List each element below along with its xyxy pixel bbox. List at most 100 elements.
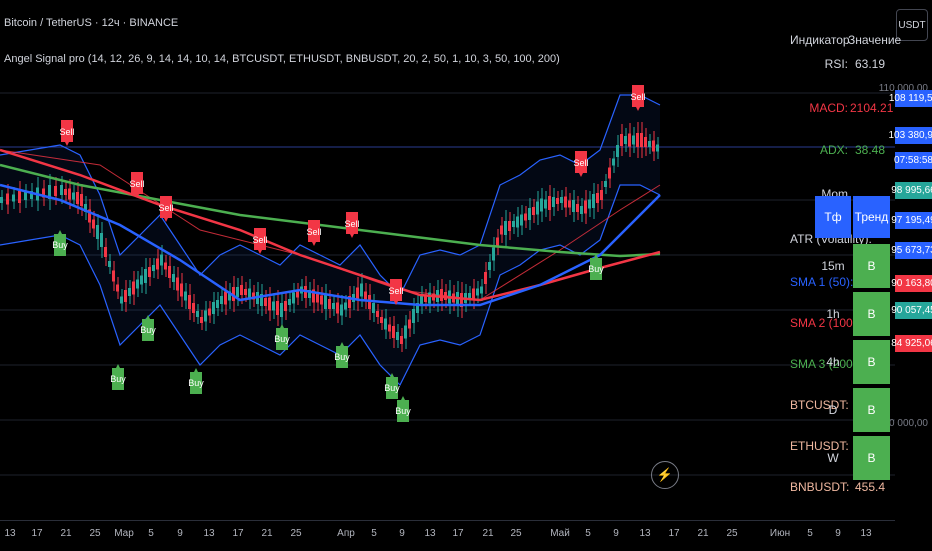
signal-markers: Sell Sell Sell Sell Sell Sell Sell Sell Sell Buy B… [52,85,646,422]
candle-body [168,266,171,278]
currency-button[interactable]: USDT [896,9,928,41]
candle-body [492,247,495,261]
sell-label: Sell [388,286,403,296]
buy-label: Buy [52,240,68,250]
time-tick: 17 [232,528,244,539]
candle-body [372,303,375,313]
candle-body [548,196,551,210]
candle-body [296,290,299,298]
buy-marker [54,230,66,256]
indicator-name: SMA 2 (100): [790,316,861,330]
candle-body [24,192,27,200]
indicator-name: BTCUSDT: [790,398,849,412]
sell-marker [308,220,320,246]
candle-body [636,133,639,147]
indicator-header: Индикатор [790,33,850,47]
price-tag: 97 195,49 [891,212,932,229]
indicator-legend[interactable]: Angel Signal pro (14, 12, 26, 9, 14, 14,… [4,53,560,65]
sell-label: Sell [630,92,645,102]
candle-body [516,216,519,228]
price-tag: 90 163,80 [891,275,932,292]
candle-body [592,194,595,208]
candle-body [356,287,359,301]
time-tick: 13 [203,528,215,539]
candle-body [420,295,423,305]
candle-body [596,193,599,203]
candle-body [648,141,651,147]
time-tick: 17 [452,528,464,539]
band-upper [0,94,661,297]
sma-50-line [0,183,661,307]
candle-body [580,206,583,214]
time-tick: 25 [290,528,302,539]
indicator-row: SMA 1 (50): [790,275,890,295]
candle-body [572,200,575,212]
candle-body [112,270,115,282]
candle-body [280,303,283,317]
candle-body [180,283,183,297]
candle-body [400,336,403,344]
sell-label: Sell [129,179,144,189]
lightning-icon[interactable]: ⚡ [651,461,679,489]
candle-body [124,290,127,302]
candle-body [6,193,9,205]
candle-body [624,136,627,144]
sell-marker [131,172,143,198]
candle-body [0,197,3,203]
candle-body [316,293,319,303]
candle-body [192,303,195,313]
candle-body [620,134,623,146]
candle-body [268,297,271,311]
buy-marker [190,368,202,394]
trend-value: B [853,244,890,288]
buy-label: Buy [588,264,604,274]
trend-value: B [853,292,890,336]
buy-marker [397,396,409,422]
band-fill [0,95,660,385]
candle-body [308,290,311,298]
buy-marker [386,373,398,399]
indicator-name: RSI: [824,57,848,71]
candle-body [188,295,191,309]
time-tick: 13 [860,528,872,539]
indicator-value: 63.19 [854,57,886,71]
sell-label: Sell [158,203,173,213]
candle-body [348,296,351,308]
candle-body [132,281,135,295]
candle-body [360,283,363,297]
candle-body [252,292,255,300]
time-axis[interactable]: 13 17 21 25 Мар 5 9 13 17 21 25 Апр 5 9 13 17 21 25 Май 5 9 1… [0,520,895,551]
candle-body [608,167,611,179]
trend-timeframe: 15m [821,259,845,273]
trend-value: B [853,340,890,384]
buy-marker [276,324,288,350]
candle-body [12,194,15,202]
bollinger-bands [0,94,661,387]
candle-body [80,194,83,206]
candle-body [652,140,655,152]
candle-body [416,303,419,313]
candle-body [288,299,291,305]
candle-body [260,294,263,306]
candle-body [72,192,75,200]
candle-body [440,289,443,301]
candle-body [424,296,427,302]
candle-body [588,199,591,209]
candle-body [244,289,247,295]
buy-label: Buy [110,374,126,384]
candle-body [204,310,207,322]
time-tick: Апр [337,528,355,539]
candle-body [264,298,267,306]
buy-label: Buy [188,378,204,388]
symbol-title: Bitcoin / TetherUS · 12ч · BINANCE [4,17,179,29]
buy-label: Buy [274,334,290,344]
candle-body [460,293,463,307]
sell-label: Sell [306,227,321,237]
candle-body [320,295,323,305]
candle-body [344,302,347,310]
candle-body [396,332,399,340]
indicator-name: SMA 1 (50): [790,275,854,289]
candle-body [176,277,179,291]
candle-body [116,284,119,292]
